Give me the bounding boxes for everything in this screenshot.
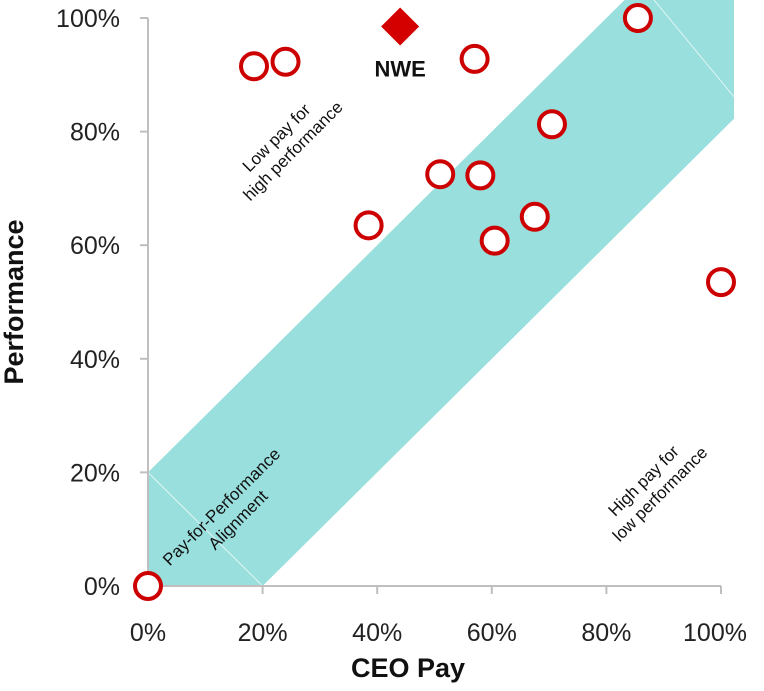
nwe-label: NWE: [374, 57, 425, 82]
highlight-group: NWE: [374, 7, 426, 82]
peer-point: [425, 159, 456, 190]
peer-point: [536, 109, 567, 140]
alignment-band-end-cap: [653, 0, 734, 98]
axes: [147, 18, 721, 587]
x-tick-label: 40%: [352, 619, 402, 647]
peer-point: [706, 267, 736, 298]
y-tick-label: 80%: [70, 119, 120, 147]
x-axis-ticks: 0% 20% 40% 60% 80% 100%: [130, 586, 747, 647]
nwe-diamond-marker: [381, 7, 420, 46]
peer-point: [465, 160, 496, 191]
y-tick-label: 0%: [84, 573, 120, 601]
alignment-band: [148, 0, 734, 586]
x-axis-title: CEO Pay: [351, 653, 465, 683]
x-tick-label: 100%: [683, 619, 747, 647]
y-tick-label: 100%: [56, 5, 120, 33]
x-tick-label: 0%: [130, 619, 166, 647]
peer-points: [133, 3, 736, 601]
peer-point: [270, 46, 301, 77]
y-axis-title: Performance: [0, 219, 29, 384]
peer-point: [622, 3, 653, 33]
peer-point: [459, 43, 490, 74]
annotation-upper-left: Low pay for high performance: [225, 83, 347, 205]
x-tick-label: 60%: [467, 619, 517, 647]
y-tick-label: 60%: [70, 232, 120, 260]
peer-point: [239, 51, 270, 82]
alignment-band-start-cap: [148, 472, 263, 586]
y-tick-label: 20%: [70, 459, 120, 487]
y-axis-ticks: 0% 20% 40% 60% 80% 100%: [56, 5, 148, 601]
x-tick-label: 80%: [581, 619, 631, 647]
peer-point: [353, 210, 384, 241]
annotation-lower-right: High pay for low performance: [594, 428, 711, 545]
peer-point: [479, 225, 510, 256]
y-tick-label: 40%: [70, 346, 120, 374]
peer-point: [519, 201, 550, 232]
peer-point: [133, 571, 163, 601]
alignment-band-layer: [148, 0, 734, 586]
x-tick-label: 20%: [238, 619, 288, 647]
